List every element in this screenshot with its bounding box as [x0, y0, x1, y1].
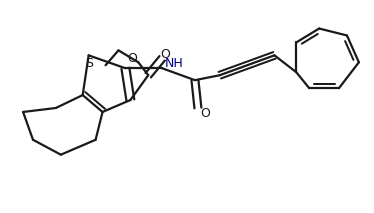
Text: O: O	[128, 52, 137, 65]
Text: NH: NH	[165, 57, 184, 70]
Text: S: S	[85, 57, 93, 70]
Text: O: O	[200, 107, 210, 120]
Text: O: O	[160, 48, 170, 61]
